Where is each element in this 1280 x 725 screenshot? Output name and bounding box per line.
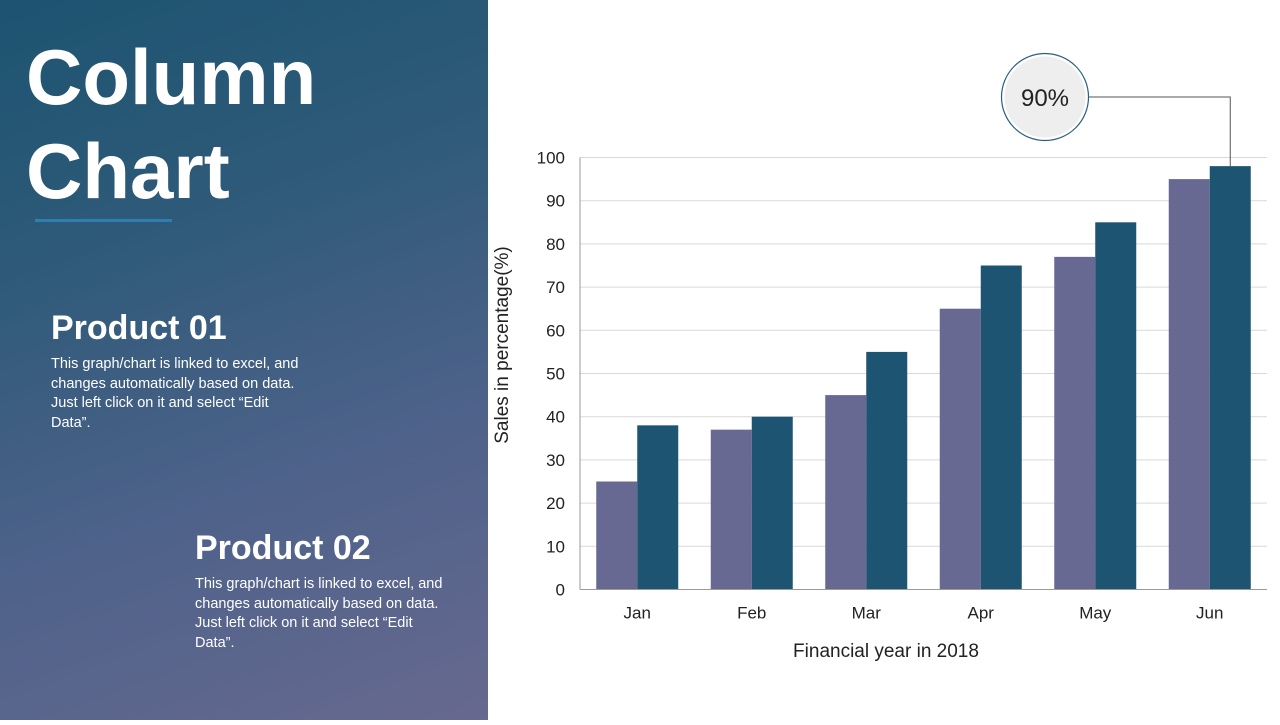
x-tick-label-may: May — [1079, 604, 1112, 623]
y-tick-label-100: 100 — [537, 149, 565, 168]
left-panel: Column Chart Product 01 This graph/chart … — [0, 0, 488, 720]
product-01-heading: Product 01 — [51, 309, 227, 347]
bar-feb-series1 — [710, 429, 752, 590]
gridlines — [580, 157, 1267, 547]
slide-title-line2: Chart — [26, 127, 230, 215]
x-tick-label-mar: Mar — [852, 604, 882, 623]
callout: 90% — [1000, 52, 1231, 167]
x-axis-title: Financial year in 2018 — [793, 641, 979, 662]
product-02-heading: Product 02 — [195, 529, 371, 567]
title-underline — [35, 219, 172, 222]
bars — [596, 166, 1251, 590]
bar-apr-series1 — [939, 308, 981, 590]
callout-leader-line — [1089, 96, 1231, 167]
product-01-description: This graph/chart is linked to excel, and… — [51, 356, 299, 431]
bar-jun-series1 — [1168, 179, 1210, 590]
y-tick-label-90: 90 — [546, 192, 565, 211]
y-tick-label-10: 10 — [546, 537, 565, 556]
bar-apr-series2 — [980, 265, 1022, 590]
tick-labels: 0 10 20 30 40 50 60 70 80 90 100 Jan Feb Mar Apr May Jun — [537, 149, 1224, 623]
x-tick-label-jun: Jun — [1196, 604, 1223, 623]
x-tick-label-feb: Feb — [737, 604, 766, 623]
bar-may-series2 — [1095, 222, 1137, 590]
axes — [579, 157, 1267, 590]
bar-mar-series1 — [825, 395, 867, 590]
y-tick-label-40: 40 — [546, 408, 565, 427]
slide-title: Column Chart — [26, 30, 316, 218]
x-tick-label-apr: Apr — [968, 604, 995, 623]
chart-area[interactable]: 0 10 20 30 40 50 60 70 80 90 100 Jan Feb Mar Apr May Jun… — [488, 0, 1280, 720]
callout-label: 90% — [1021, 85, 1069, 112]
bar-feb-series2 — [751, 416, 793, 590]
y-tick-label-50: 50 — [546, 365, 565, 384]
bar-mar-series2 — [866, 351, 908, 590]
y-tick-label-20: 20 — [546, 494, 565, 513]
y-tick-label-70: 70 — [546, 278, 565, 297]
slide-title-line1: Column — [26, 33, 317, 121]
callout-ring — [1000, 52, 1090, 142]
y-tick-label-60: 60 — [546, 321, 565, 340]
bar-jan-series1 — [596, 481, 638, 590]
x-tick-label-jan: Jan — [624, 604, 651, 623]
column-chart[interactable]: 0 10 20 30 40 50 60 70 80 90 100 Jan Feb Mar Apr May Jun… — [488, 0, 1280, 720]
bar-jun-series2 — [1209, 166, 1251, 590]
y-tick-label-80: 80 — [546, 235, 565, 254]
callout-circle — [1001, 53, 1089, 141]
bar-jan-series2 — [637, 425, 679, 590]
y-tick-label-30: 30 — [546, 451, 565, 470]
y-tick-label-0: 0 — [556, 581, 565, 600]
bar-may-series1 — [1054, 256, 1096, 590]
product-02-description: This graph/chart is linked to excel, and… — [195, 576, 443, 651]
y-axis-title: Sales in percentage(%) — [492, 246, 513, 444]
